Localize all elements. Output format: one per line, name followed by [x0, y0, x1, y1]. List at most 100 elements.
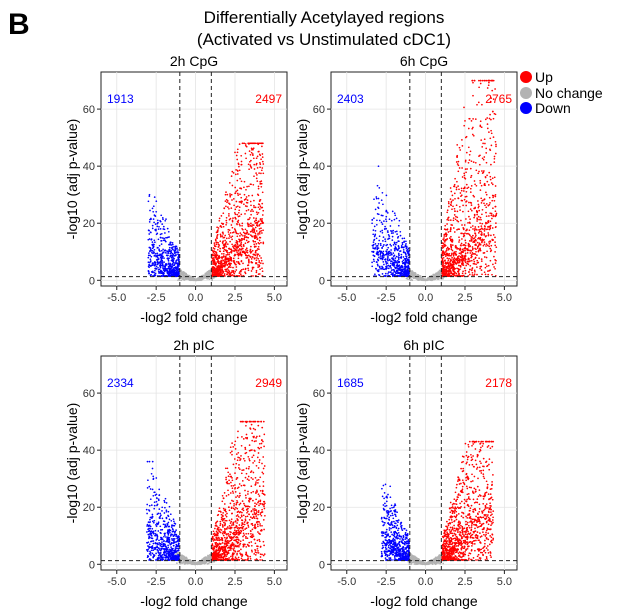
data-point: [251, 142, 253, 145]
data-point: [256, 238, 259, 241]
data-point: [381, 231, 384, 234]
data-point: [371, 218, 374, 221]
data-point: [237, 252, 240, 255]
data-point: [461, 254, 463, 257]
data-point: [390, 245, 393, 247]
data-point: [406, 270, 409, 272]
data-point: [254, 222, 257, 224]
data-point: [226, 243, 229, 245]
data-point: [376, 184, 379, 187]
data-point: [377, 264, 379, 267]
data-point: [198, 276, 200, 279]
data-point: [488, 79, 491, 82]
data-point: [445, 269, 448, 272]
data-point: [214, 270, 217, 272]
data-point: [455, 204, 458, 207]
panel-letter: B: [8, 8, 30, 41]
data-point: [230, 224, 233, 226]
data-point: [149, 246, 151, 249]
data-point: [477, 215, 480, 218]
data-point: [490, 212, 493, 215]
data-point: [373, 217, 375, 220]
data-point: [251, 230, 254, 232]
data-point: [472, 161, 475, 163]
data-point: [479, 216, 482, 219]
data-point: [396, 233, 398, 235]
data-point: [208, 270, 210, 272]
data-point: [407, 264, 410, 267]
data-point: [449, 230, 452, 233]
data-point: [473, 216, 475, 219]
data-point: [256, 257, 258, 259]
data-point: [478, 257, 480, 260]
data-point: [457, 164, 460, 167]
data-point: [243, 203, 245, 206]
data-point: [233, 272, 236, 275]
data-point: [235, 154, 238, 157]
data-point: [237, 215, 240, 218]
data-point: [462, 244, 464, 247]
data-point: [384, 258, 387, 260]
data-point: [222, 236, 225, 239]
data-point: [253, 175, 255, 178]
data-point: [183, 279, 186, 281]
data-point: [164, 219, 167, 222]
data-point: [241, 224, 243, 227]
data-point: [225, 219, 228, 222]
data-point: [464, 160, 467, 163]
data-point: [233, 228, 236, 230]
data-point: [238, 209, 241, 212]
data-point: [495, 246, 498, 249]
data-point: [225, 256, 227, 258]
data-point: [485, 245, 487, 247]
data-point: [215, 243, 218, 246]
data-point: [236, 189, 239, 192]
data-point: [381, 258, 384, 261]
data-point: [483, 241, 486, 243]
data-point: [261, 191, 264, 194]
data-point: [160, 236, 162, 239]
data-point: [456, 267, 458, 270]
data-point: [397, 245, 400, 248]
data-point: [253, 246, 256, 248]
data-point: [244, 213, 246, 215]
data-point: [475, 169, 478, 172]
data-point: [462, 187, 465, 190]
data-point: [477, 203, 480, 206]
data-point: [493, 155, 496, 158]
data-point: [491, 183, 494, 186]
data-point: [228, 233, 230, 236]
data-point: [488, 242, 491, 245]
data-point: [456, 248, 458, 250]
data-point: [378, 256, 380, 259]
data-point: [254, 257, 256, 259]
data-point: [160, 240, 162, 242]
data-point: [235, 232, 238, 235]
data-point: [372, 258, 375, 261]
data-point: [156, 225, 159, 228]
data-point: [236, 192, 239, 195]
data-point: [405, 260, 408, 263]
up-count-label: 2765: [485, 92, 512, 106]
data-point: [458, 255, 460, 257]
y-tick-label: 40: [313, 161, 325, 173]
data-point: [474, 256, 477, 259]
data-point: [245, 209, 248, 212]
data-point: [494, 152, 497, 155]
data-point: [441, 272, 444, 274]
data-point: [155, 210, 158, 213]
data-point: [254, 234, 257, 237]
data-point: [454, 218, 457, 221]
data-point: [195, 279, 197, 281]
data-point: [251, 153, 254, 155]
data-point: [233, 204, 235, 207]
data-point: [449, 203, 452, 206]
data-point: [464, 177, 467, 180]
data-point: [448, 252, 451, 255]
data-point: [483, 138, 486, 141]
data-point: [228, 203, 231, 205]
data-point: [455, 161, 458, 163]
data-point: [464, 272, 467, 275]
data-point: [231, 170, 234, 173]
data-point: [481, 238, 484, 241]
